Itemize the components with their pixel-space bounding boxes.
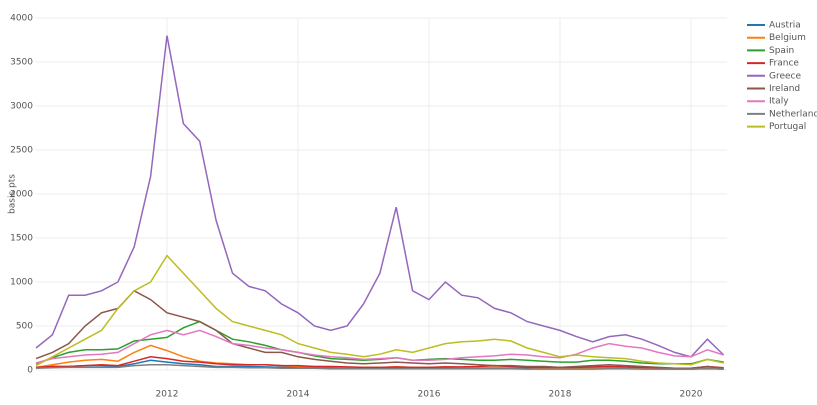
x-tick-label: 2018 (549, 390, 572, 400)
x-tick-label: 2020 (680, 390, 703, 400)
x-tick-label: 2012 (156, 390, 179, 400)
y-tick-label: 1000 (10, 278, 33, 288)
x-tick-label: 2014 (287, 390, 310, 400)
legend-label: Italy (769, 97, 789, 107)
legend-label: Belgium (769, 33, 806, 43)
y-tick-label: 3000 (10, 102, 33, 112)
y-tick-label: 3500 (10, 58, 33, 68)
series-line (35, 35, 725, 358)
series-line (35, 289, 724, 369)
series-line (35, 254, 724, 367)
y-tick-label: 1500 (10, 234, 33, 244)
series-line (35, 363, 724, 370)
legend-label: Greece (769, 71, 801, 81)
y-tick-label: 500 (16, 322, 33, 332)
series-line (35, 329, 724, 364)
legend-label: Ireland (769, 84, 800, 94)
legend: Austria Belgium Spain France Greece Ireland It… (747, 21, 817, 132)
legend-label: Portugal (769, 122, 806, 132)
legend-label: Spain (769, 46, 794, 56)
series-line (35, 320, 724, 365)
x-tick-label: 2016 (418, 390, 441, 400)
legend-label: France (769, 59, 799, 69)
y-tick-label: 2500 (10, 146, 33, 156)
y-tick-label: 0 (27, 366, 33, 376)
legend-label: Austria (769, 21, 801, 31)
y-axis-label: basis pts (8, 174, 18, 214)
y-tick-label: 4000 (10, 14, 33, 24)
y-tick-label: 2000 (10, 190, 33, 200)
series-line (35, 356, 724, 369)
legend-label: Netherlands (769, 109, 817, 119)
